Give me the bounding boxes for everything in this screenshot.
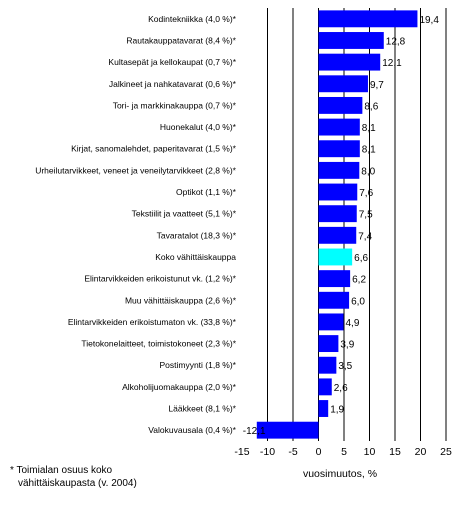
bar (318, 118, 360, 136)
value-label: 6,6 (354, 253, 368, 264)
category-labels: Kodintekniikka (4,0 %)* Rautakauppatavara… (35, 14, 236, 435)
category-label: Koko vähittäiskauppa (155, 252, 236, 262)
x-tick-label: 15 (389, 446, 401, 458)
bar (318, 53, 381, 71)
x-tick-label: 0 (316, 446, 322, 458)
value-label: 12,1 (382, 58, 402, 69)
x-tick-label: -15 (234, 446, 249, 458)
bar (318, 205, 357, 223)
category-label: Urheilutarvikkeet, veneet ja veneilytarv… (35, 165, 236, 175)
value-label: 8,6 (364, 101, 378, 112)
value-label: 7,5 (359, 210, 373, 221)
value-label: 12,8 (386, 36, 406, 47)
value-label: 7,6 (359, 188, 373, 199)
x-tick-label: 5 (341, 446, 347, 458)
x-tick-label: 20 (415, 446, 427, 458)
value-label: 6,2 (352, 275, 366, 286)
category-label: Optikot (1,1 %)* (176, 187, 237, 197)
category-label: Elintarvikkeiden erikoistumaton vk. (33,… (68, 317, 237, 327)
footnote-line-1: * Toimialan osuus koko (10, 465, 113, 476)
value-labels: 19,4 12,8 12,1 9,7 8,6 8,1 8,1 8,0 7,6 7,5 7,4 6,6 6… (243, 15, 440, 437)
value-label: 3,5 (338, 361, 352, 372)
category-label: Tori- ja markkinakauppa (0,7 %)* (113, 100, 237, 110)
bar (256, 421, 319, 439)
bar (318, 10, 418, 28)
bar (318, 140, 360, 158)
category-label: Postimyynti (1,8 %)* (159, 360, 236, 370)
bar (318, 183, 358, 201)
bars (256, 10, 418, 439)
value-label: 8,1 (362, 145, 376, 156)
footnote: * Toimialan osuus koko vähittäiskaupasta… (10, 464, 137, 490)
x-tick-label: 25 (440, 446, 452, 458)
value-label: 1,9 (330, 405, 344, 416)
value-label: -12,1 (243, 426, 266, 437)
bar (318, 226, 357, 244)
bar (318, 270, 351, 288)
category-label: Jalkineet ja nahkatavarat (0,6 %)* (109, 79, 237, 89)
category-label: Lääkkeet (8,1 %)* (168, 404, 236, 414)
bar (318, 32, 384, 49)
x-tick-label: -5 (288, 446, 297, 458)
bar (318, 248, 353, 266)
x-axis-title: vuosimuutos, % (303, 468, 377, 480)
value-label: 6,0 (351, 296, 365, 307)
category-label: Kirjat, sanomalehdet, paperitavarat (1,5… (71, 144, 237, 154)
value-label: 9,7 (370, 80, 384, 91)
value-label: 2,6 (334, 383, 348, 394)
value-label: 7,4 (358, 231, 372, 242)
bar (318, 400, 329, 417)
category-label: Huonekalut (4,0 %)* (160, 122, 237, 132)
grid-lines (267, 8, 447, 441)
x-tick-label: -10 (260, 446, 275, 458)
category-label: Tekstiilit ja vaatteet (5,1 %)* (132, 209, 237, 219)
bar (318, 378, 332, 396)
bar (318, 161, 360, 179)
category-label: Kodintekniikka (4,0 %)* (148, 14, 237, 24)
bar (318, 96, 363, 114)
bar (318, 291, 350, 309)
x-tick-labels: -15 -10 -5 0 5 10 15 20 25 (234, 446, 452, 458)
category-label: Muu vähittäiskauppa (2,6 %)* (125, 295, 237, 305)
bar (318, 335, 339, 353)
category-label: Valokuvausala (0,4 %)* (148, 425, 236, 435)
value-label: 19,4 (419, 15, 439, 26)
bar (318, 75, 368, 93)
category-label: Tavaratalot (18,3 %)* (157, 230, 237, 240)
value-label: 8,1 (362, 123, 376, 134)
x-tick-label: 10 (364, 446, 376, 458)
bar (318, 356, 337, 374)
value-label: 3,9 (340, 340, 354, 351)
category-label: Tietokonelaitteet, toimistokoneet (2,3 %… (81, 339, 236, 349)
category-label: Elintarvikkeiden erikoistunut vk. (1,2 %… (84, 274, 236, 284)
category-label: Kultasepät ja kellokaupat (0,7 %)* (108, 57, 236, 67)
value-label: 8,0 (361, 166, 375, 177)
footnote-line-2: vähittäiskaupasta (v. 2004) (18, 478, 137, 489)
category-label: Alkoholijuomakauppa (2,0 %)* (122, 382, 237, 392)
value-label: 4,9 (345, 318, 359, 329)
category-label: Rautakauppatavarat (8,4 %)* (126, 35, 236, 45)
bar (318, 313, 344, 331)
